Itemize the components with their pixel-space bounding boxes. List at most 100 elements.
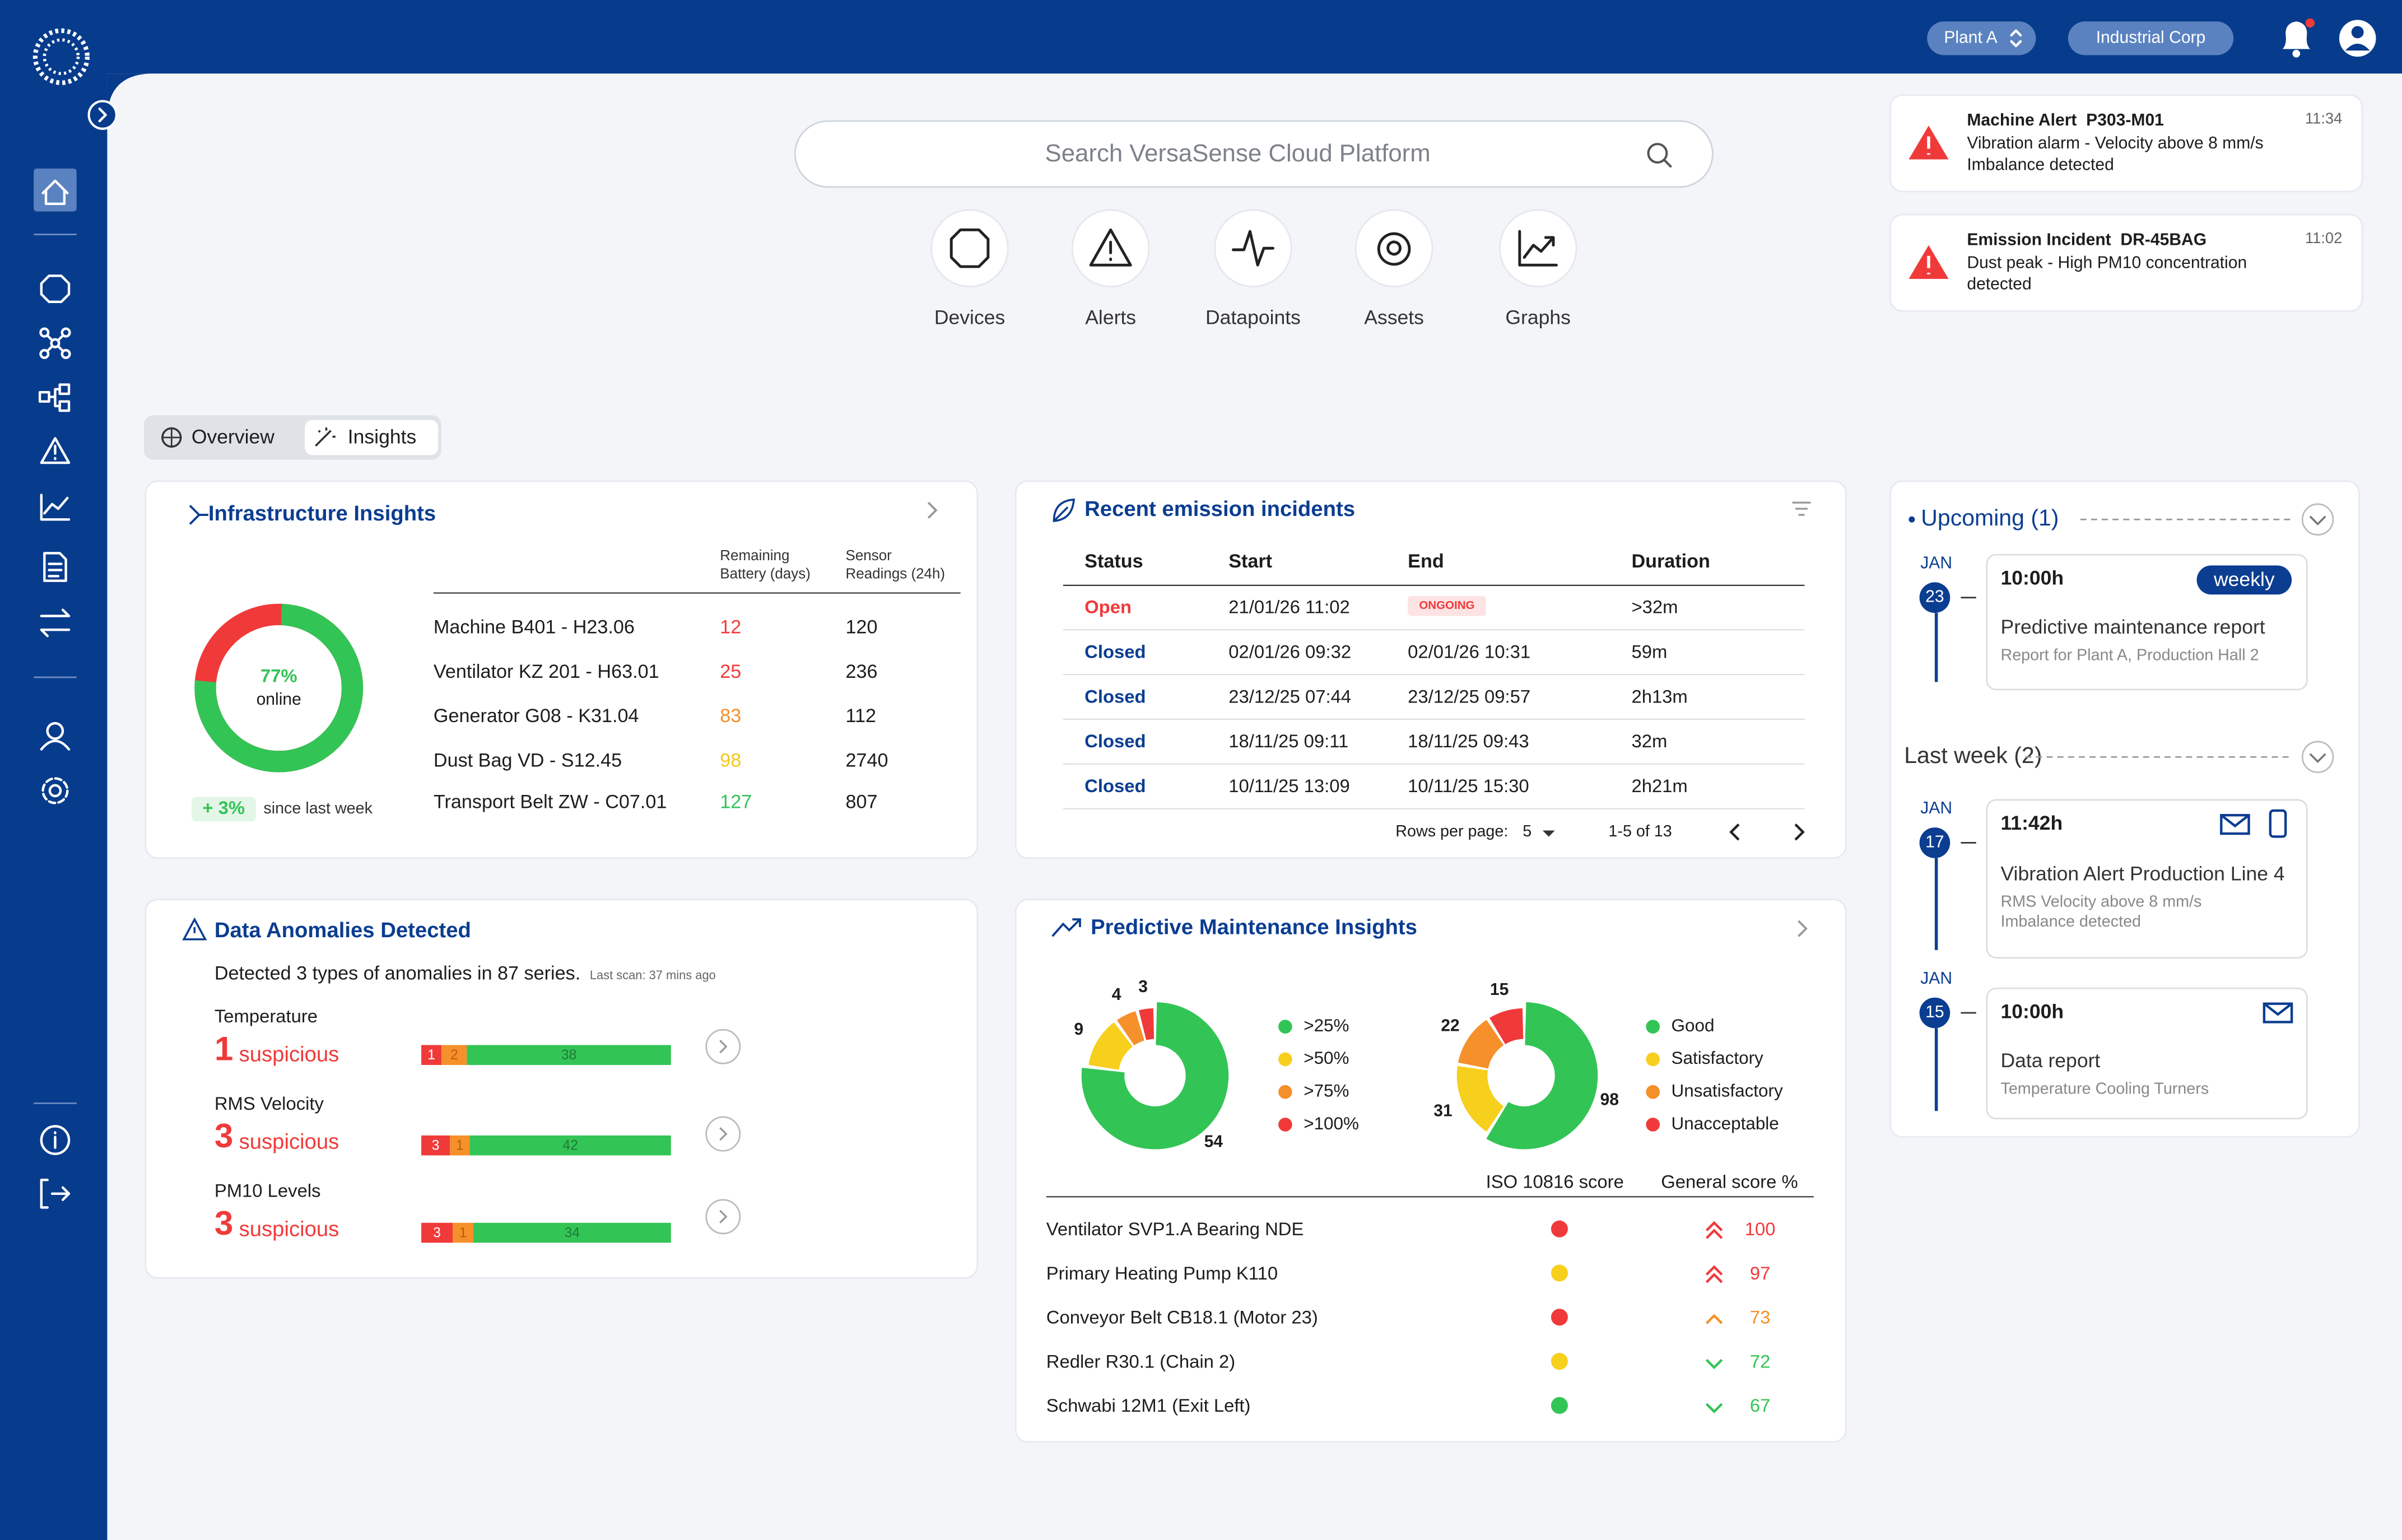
legend-label: >50% [1304, 1048, 1349, 1068]
anomaly-segment [421, 1222, 453, 1243]
collapse-section[interactable] [2301, 503, 2334, 536]
plant-selector[interactable]: Plant A [1927, 21, 2036, 55]
pie-segment [1486, 1002, 1598, 1150]
phone-icon [2269, 809, 2287, 838]
transfer-icon[interactable] [40, 608, 71, 638]
mail-icon [2263, 1002, 2293, 1023]
event-time: 10:00h [2001, 566, 2064, 589]
collapse-button[interactable] [87, 100, 118, 130]
pie-segment [1456, 1066, 1504, 1132]
open-arrow [719, 1209, 728, 1223]
open-series[interactable] [705, 1029, 741, 1064]
segment-value: 4 [1112, 985, 1121, 1004]
legend-dot [1278, 1118, 1292, 1132]
quick-link-icon [1231, 230, 1274, 267]
end-time: 02/01/26 10:31 [1408, 641, 1530, 662]
notification-time: 11:02 [2305, 229, 2342, 246]
duration: 59m [1631, 641, 1667, 662]
event-title: Data report [2001, 1049, 2101, 1072]
pie-segment [1489, 1008, 1524, 1044]
rows-dropdown[interactable] [1542, 830, 1555, 837]
alerts-icon[interactable] [40, 437, 71, 464]
anomalies-card [145, 899, 979, 1279]
iso-score [1551, 1353, 1568, 1370]
quick-link-label: Alerts [1085, 306, 1136, 328]
user-avatar[interactable] [2339, 20, 2376, 57]
device-name: Machine B401 - H23.06 [434, 617, 635, 638]
sidebar [0, 0, 108, 1540]
event-subtitle: Imbalance detected [2001, 913, 2142, 930]
open-series[interactable] [705, 1199, 741, 1235]
company-selector[interactable]: Industrial Corp [2068, 21, 2234, 55]
legend-label: >25% [1304, 1016, 1349, 1035]
logout-icon[interactable] [40, 1179, 71, 1209]
pie-segment [1116, 1011, 1144, 1046]
filter-icon[interactable] [1792, 501, 1811, 516]
status: Closed [1084, 641, 1146, 662]
month: JAN [1920, 969, 1952, 988]
legend-dot [1278, 1020, 1292, 1034]
prev-page[interactable] [1729, 823, 1740, 841]
quick-link[interactable]: Assets [1354, 209, 1433, 329]
notification-card [1889, 94, 2363, 193]
event-card[interactable] [1986, 987, 2308, 1120]
collapse-section[interactable] [2301, 741, 2334, 773]
card-title: Data Anomalies Detected [215, 918, 471, 942]
notification-text: detected [1967, 275, 2031, 294]
general-score: 100 [1745, 1218, 1776, 1239]
quick-link-icon [1518, 230, 1558, 267]
user-icon[interactable] [40, 722, 71, 751]
hierarchy-icon[interactable] [38, 383, 71, 412]
network-icon[interactable] [39, 327, 71, 359]
trend-double-up [1705, 1221, 1723, 1239]
home-icon[interactable] [41, 179, 69, 205]
overview-tab[interactable]: Overview [161, 426, 274, 448]
rows-per-page-label: Rows per page: [1395, 822, 1508, 840]
devices-icon[interactable] [40, 274, 71, 304]
anomaly-segment [473, 1222, 671, 1243]
predictive-open[interactable] [1798, 920, 1808, 937]
series-name: PM10 Levels [215, 1180, 321, 1201]
last-scan: Last scan: 37 mins ago [590, 968, 716, 982]
suspicious-count: 3 [215, 1204, 233, 1242]
notification-text: Imbalance detected [1967, 155, 2114, 174]
trend-down [1705, 1358, 1723, 1370]
notification-text: Dust peak - High PM10 concentration [1967, 253, 2247, 272]
open-arrow [719, 1040, 728, 1054]
settings-icon[interactable] [41, 777, 69, 804]
quick-link[interactable]: Devices [930, 209, 1009, 329]
segment-label: 3 [433, 1225, 441, 1240]
suspicious-label: suspicious [239, 1130, 339, 1154]
quick-link[interactable]: Datapoints [1205, 209, 1301, 329]
open-series[interactable] [705, 1116, 741, 1152]
infrastructure-open[interactable] [927, 501, 938, 519]
legend-label: >75% [1304, 1081, 1349, 1101]
reports-icon[interactable] [43, 552, 67, 582]
device-name: Ventilator KZ 201 - H63.01 [434, 661, 659, 682]
column-header: Sensor [846, 547, 892, 564]
segment-label: 42 [562, 1138, 578, 1153]
event-card[interactable] [1986, 799, 2308, 959]
info-icon[interactable] [40, 1125, 71, 1155]
notification-title: Machine Alert P303-M01 [1967, 111, 2164, 129]
next-page[interactable] [1794, 823, 1805, 841]
search-box[interactable]: Search VersaSense Cloud Platform [794, 120, 1714, 188]
leaf-icon [1053, 498, 1075, 522]
open-arrow [719, 1127, 728, 1141]
column-header: Remaining [720, 547, 789, 564]
battery-days: 12 [720, 617, 741, 638]
sidebar-icons [34, 168, 77, 1209]
iso-score [1551, 1397, 1568, 1414]
badge-label: weekly [2213, 568, 2275, 590]
badge [2196, 565, 2292, 595]
page-range: 1-5 of 13 [1608, 822, 1672, 840]
quick-link[interactable]: Graphs [1498, 209, 1577, 329]
event-time: 11:42h [2001, 812, 2063, 834]
notifications-bell[interactable] [2282, 18, 2315, 58]
quick-link[interactable]: Alerts [1071, 209, 1150, 329]
graphs-icon[interactable] [40, 494, 71, 521]
insights-tab[interactable]: Insights [305, 420, 439, 455]
anomaly-segment [453, 1222, 474, 1243]
status: Closed [1084, 775, 1146, 796]
segment-value: 98 [1600, 1091, 1619, 1109]
